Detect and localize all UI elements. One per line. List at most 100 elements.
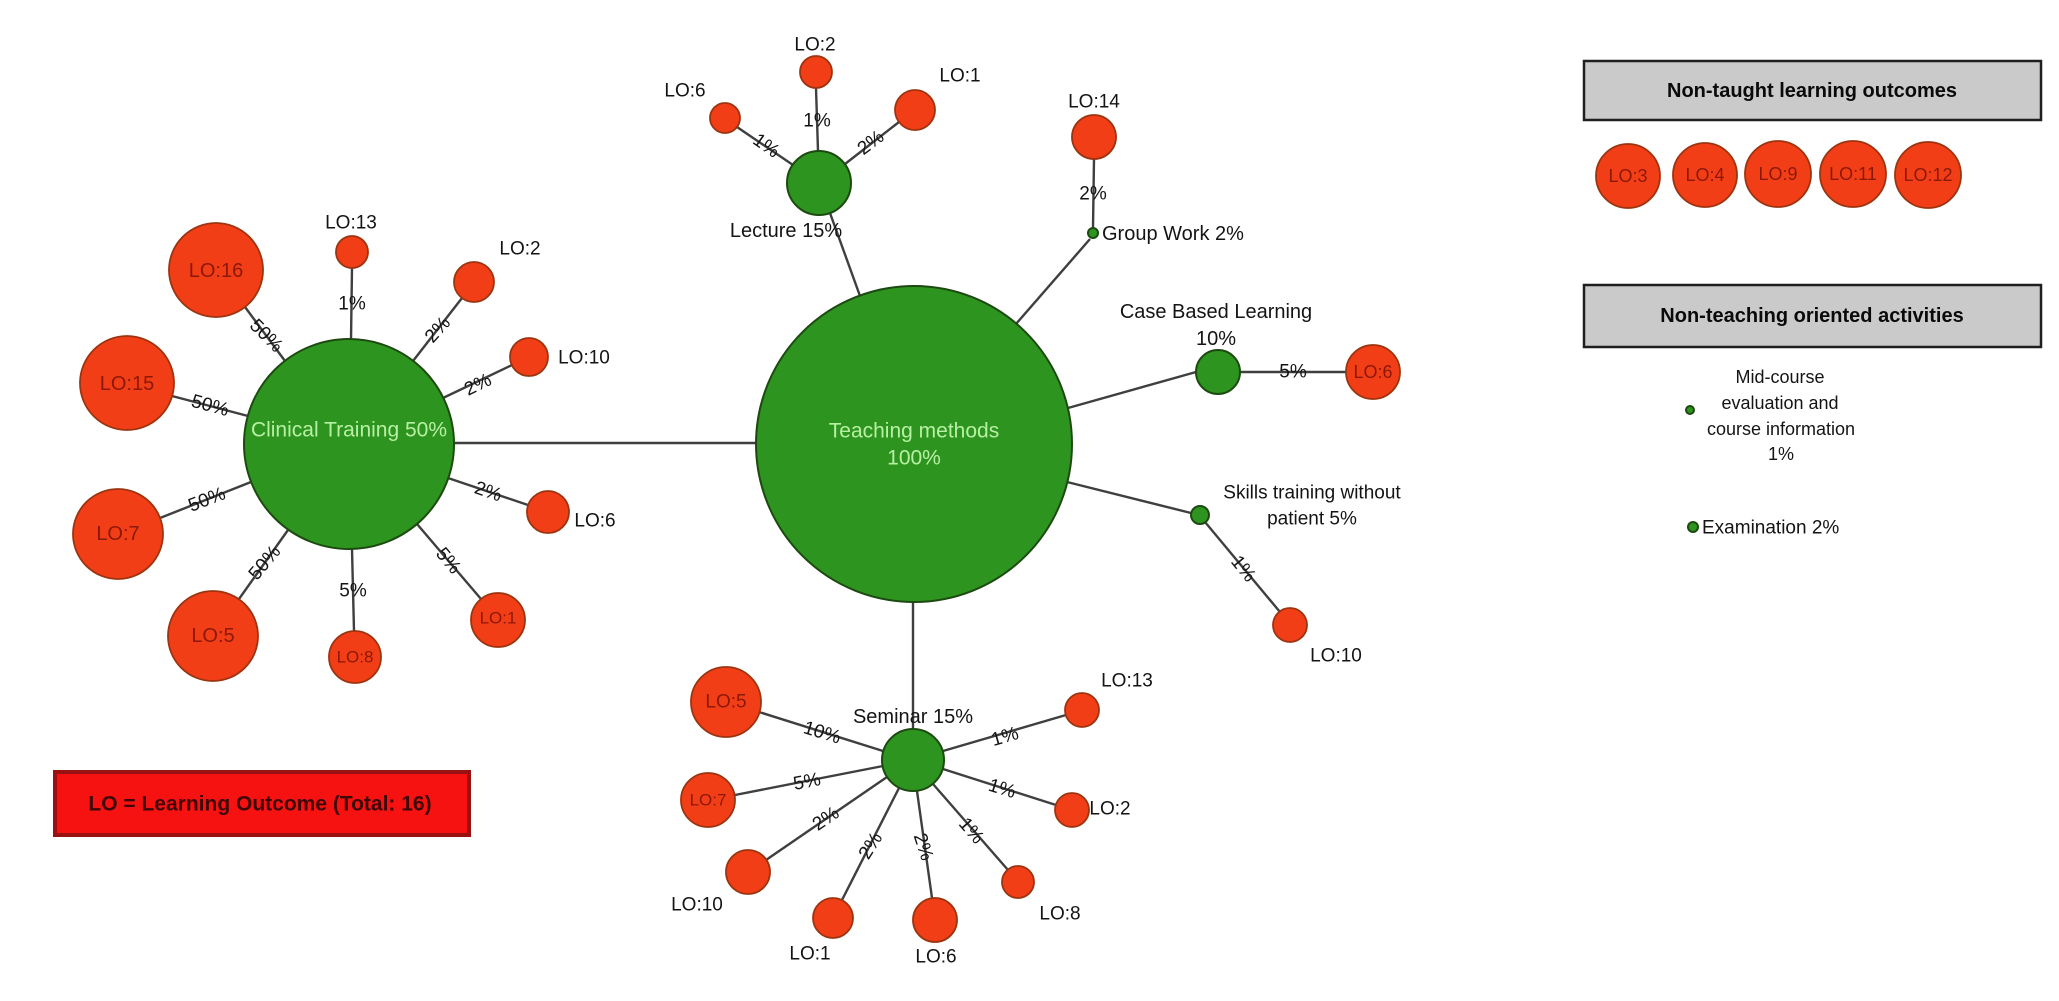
node-seminar-lo13 <box>1064 692 1100 728</box>
skills-title-line1: Skills training without <box>1223 483 1401 504</box>
node-clinical-lo1 <box>470 592 526 648</box>
node-casebased-lo6 <box>1345 344 1401 400</box>
clinical-lo5-label: LO:5 <box>191 625 234 647</box>
edge-seminar-lo10 <box>765 776 888 861</box>
clinical-lo15-label: LO:15 <box>100 373 154 395</box>
node-seminar <box>881 728 945 792</box>
seminar-lo7-pct: 5% <box>792 769 823 795</box>
node-clinical-lo16 <box>168 222 264 318</box>
node-clinical-lo13 <box>335 235 369 269</box>
edge-lecture-lo6 <box>736 126 794 166</box>
seminar-lo10-pct: 2% <box>809 803 844 836</box>
clinical-lo13-pct: 1% <box>338 294 366 315</box>
node-seminar-lo8 <box>1001 865 1035 899</box>
edge-teaching-casebased <box>1067 370 1197 410</box>
seminar-lo5-label: LO:5 <box>705 692 746 713</box>
clinical-lo7-pct: 50% <box>185 483 228 516</box>
clinical-lo8-pct: 5% <box>339 581 367 602</box>
clinical-lo2-label: LO:2 <box>499 239 540 260</box>
edge-seminar-lo6 <box>915 790 934 899</box>
casebased-lo6-label: LO:6 <box>1353 362 1392 382</box>
teaching-label: Teaching methods <box>829 420 999 443</box>
seminar-lo6-label: LO:6 <box>915 947 956 968</box>
seminar-lo13-pct: 1% <box>989 723 1021 751</box>
legend-box <box>53 770 471 837</box>
node-examination-dot <box>1687 521 1699 533</box>
edge-seminar-lo2 <box>942 767 1057 807</box>
node-nontaught-lo12 <box>1894 141 1962 209</box>
edge-lecture-lo2 <box>814 87 820 152</box>
nontaught-lo3-label: LO:3 <box>1608 166 1647 186</box>
edge-group <box>159 87 1346 901</box>
non-teaching-title: Non-teaching oriented activities <box>1660 305 1963 327</box>
seminar-lo5-pct: 10% <box>801 717 844 748</box>
edge-seminar-lo8 <box>932 783 1009 871</box>
clinical-lo10-label: LO:10 <box>558 348 610 369</box>
clinical-lo8-label: LO:8 <box>337 648 374 667</box>
lecture-lo6-pct: 1% <box>749 130 784 163</box>
nontaught-lo9-label: LO:9 <box>1758 164 1797 184</box>
non-teaching-header-box <box>1582 283 2043 349</box>
node-teaching-methods <box>755 285 1073 603</box>
lecture-lo1-label: LO:1 <box>939 66 980 87</box>
edge-seminar-lo7 <box>734 764 884 797</box>
mid-course-line3: course information <box>1707 419 1855 439</box>
clinical-lo6-pct: 2% <box>472 478 505 507</box>
nontaught-lo12-label: LO:12 <box>1903 165 1952 185</box>
clinical-lo16-label: LO:16 <box>189 260 243 282</box>
node-nontaught-lo11 <box>1819 140 1887 208</box>
legend-label: LO = Learning Outcome (Total: 16) <box>88 793 431 816</box>
node-lecture-lo1 <box>894 89 936 131</box>
seminar-lo6-pct: 2% <box>909 831 937 864</box>
node-mid-course-dot <box>1685 405 1695 415</box>
node-seminar-lo10 <box>725 849 771 895</box>
edge-seminar-lo13 <box>942 713 1067 753</box>
node-seminar-lo7 <box>680 772 736 828</box>
case-based-pct: 10% <box>1196 328 1236 350</box>
node-skills-training <box>1190 505 1210 525</box>
clinical-lo5-pct: 50% <box>245 542 286 585</box>
seminar-label: Seminar 15% <box>853 706 973 728</box>
mid-course-line1: Mid-course <box>1735 367 1824 387</box>
seminar-lo13-label: LO:13 <box>1101 671 1153 692</box>
edge-skills-lo10 <box>1204 521 1281 613</box>
node-seminar-lo6 <box>912 897 958 943</box>
examination-label: Examination 2% <box>1702 518 1839 539</box>
node-group-work <box>1087 227 1099 239</box>
lecture-lo6-label: LO:6 <box>664 81 705 102</box>
clinical-lo13-label: LO:13 <box>325 213 377 234</box>
edge-clinical-lo6 <box>447 476 529 507</box>
seminar-lo8-pct: 1% <box>954 814 988 849</box>
edge-clinical-lo10 <box>442 363 513 400</box>
edge-seminar-lo5 <box>758 710 884 753</box>
node-clinical-lo5 <box>167 590 259 682</box>
node-clinical-training <box>243 338 455 550</box>
node-clinical-lo10 <box>509 337 549 377</box>
lecture-label: Lecture 15% <box>730 220 843 242</box>
edge-clinical-lo1 <box>416 523 482 600</box>
skills-title-line2: patient 5% <box>1267 509 1357 530</box>
clinical-lo6-label: LO:6 <box>574 511 615 532</box>
lecture-lo2-pct: 1% <box>803 111 831 132</box>
mid-course-line4: 1% <box>1768 444 1794 464</box>
seminar-lo8-label: LO:8 <box>1039 904 1080 925</box>
casebased-link-pct: 5% <box>1279 362 1307 383</box>
edge-clinical-lo2 <box>412 297 463 362</box>
edge-clinical-lo16 <box>244 306 286 362</box>
seminar-lo2-label: LO:2 <box>1089 799 1130 820</box>
clinical-lo10-pct: 2% <box>461 369 495 400</box>
node-lecture <box>786 150 852 216</box>
node-nontaught-lo9 <box>1744 140 1812 208</box>
node-groupwork-lo14 <box>1071 114 1117 160</box>
clinical-label: Clinical Training 50% <box>251 419 447 442</box>
edge-clinical-lo5 <box>238 529 289 600</box>
skills-lo10-label: LO:10 <box>1310 646 1362 667</box>
node-skills-lo10 <box>1272 607 1308 643</box>
clinical-lo15-pct: 50% <box>189 391 231 421</box>
clinical-lo16-pct: 50% <box>245 315 287 357</box>
seminar-lo1-pct: 2% <box>855 829 887 864</box>
nontaught-lo11-label: LO:11 <box>1829 164 1877 184</box>
node-nontaught-lo3 <box>1595 143 1661 209</box>
groupwork-lo14-label: LO:14 <box>1068 92 1120 113</box>
